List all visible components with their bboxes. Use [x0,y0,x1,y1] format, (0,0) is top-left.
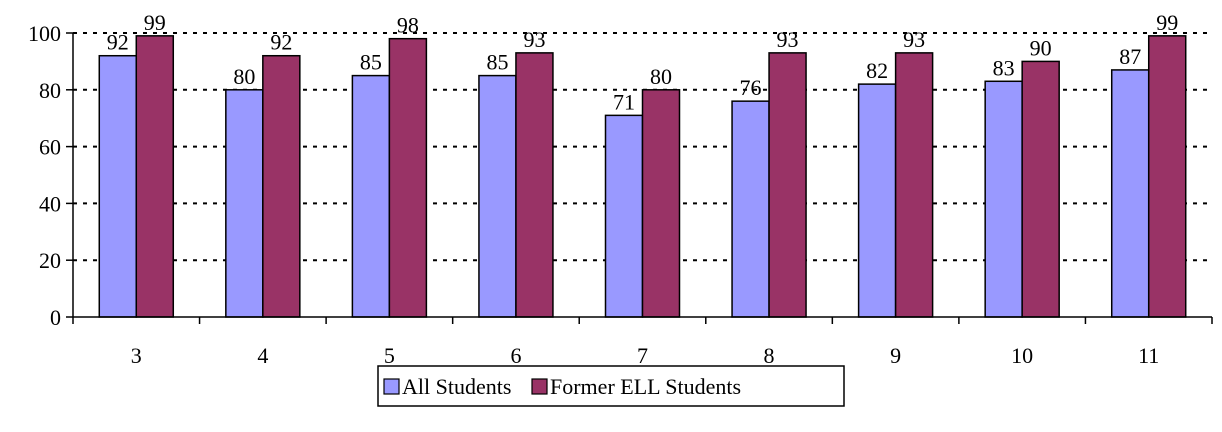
data-label: 82 [866,58,888,83]
y-tick-label: 0 [50,305,61,330]
x-tick-label: 4 [257,343,268,368]
bar-all-students [225,89,264,318]
x-tick-label: 9 [890,343,901,368]
bar-former-ell-students [768,52,807,318]
legend-label: All Students [402,374,511,399]
data-label: 90 [1030,35,1052,60]
y-tick-label: 100 [28,21,61,46]
bars [98,35,1187,318]
bar-former-ell-students [135,35,175,318]
x-tick-label: 10 [1011,343,1033,368]
legend-swatch [383,378,400,395]
data-label: 93 [523,27,545,52]
data-label: 93 [777,27,799,52]
bar-former-ell-students [262,54,301,318]
x-tick-label: 5 [384,343,395,368]
bar-all-students [604,114,644,318]
bar-former-ell-students [894,52,934,318]
y-tick-label: 60 [39,135,61,160]
data-label: 83 [993,55,1015,80]
bar-all-students [478,74,517,318]
ticks: 0 20 40 60 80 100 3 4 5 6 7 8 9 10 11 [28,21,1213,368]
y-tick-label: 40 [39,191,61,216]
data-label: 99 [144,10,166,35]
data-label: 76 [740,75,762,100]
bar-former-ell-students [641,89,681,318]
x-tick-label: 3 [131,343,142,368]
x-tick-label: 7 [637,343,648,368]
data-label: 92 [270,30,292,55]
data-label: 87 [1119,44,1141,69]
x-tick-label: 11 [1138,343,1159,368]
legend-swatch [531,378,548,395]
axes [72,33,1212,318]
bar-former-ell-students [1021,60,1060,318]
y-tick-label: 80 [39,78,61,103]
data-label: 80 [650,64,672,89]
legend-box [377,365,845,407]
data-label: 98 [397,13,419,38]
data-label: 71 [613,89,635,114]
data-label: 92 [107,30,129,55]
legend: All Students Former ELL Students [377,365,845,407]
data-label: 93 [903,27,925,52]
data-labels: 92 99 80 92 85 98 85 93 71 80 76 93 82 93 83 90 87 99 [107,10,1178,115]
data-label: 80 [233,64,255,89]
bar-all-students [984,80,1023,318]
bar-all-students [857,83,897,318]
data-label: 85 [360,50,382,75]
bar-all-students [351,74,391,318]
data-label: 85 [486,50,508,75]
y-tick-label: 20 [39,248,61,273]
bar-all-students [98,54,138,318]
bar-former-ell-students [1147,35,1187,318]
bar-all-students [1110,69,1150,318]
bar-former-ell-students [515,52,554,318]
x-tick-label: 8 [764,343,775,368]
legend-label: Former ELL Students [550,374,741,399]
bar-all-students [731,100,770,318]
x-tick-label: 6 [510,343,521,368]
data-label: 99 [1156,10,1178,35]
bar-former-ell-students [388,37,428,318]
